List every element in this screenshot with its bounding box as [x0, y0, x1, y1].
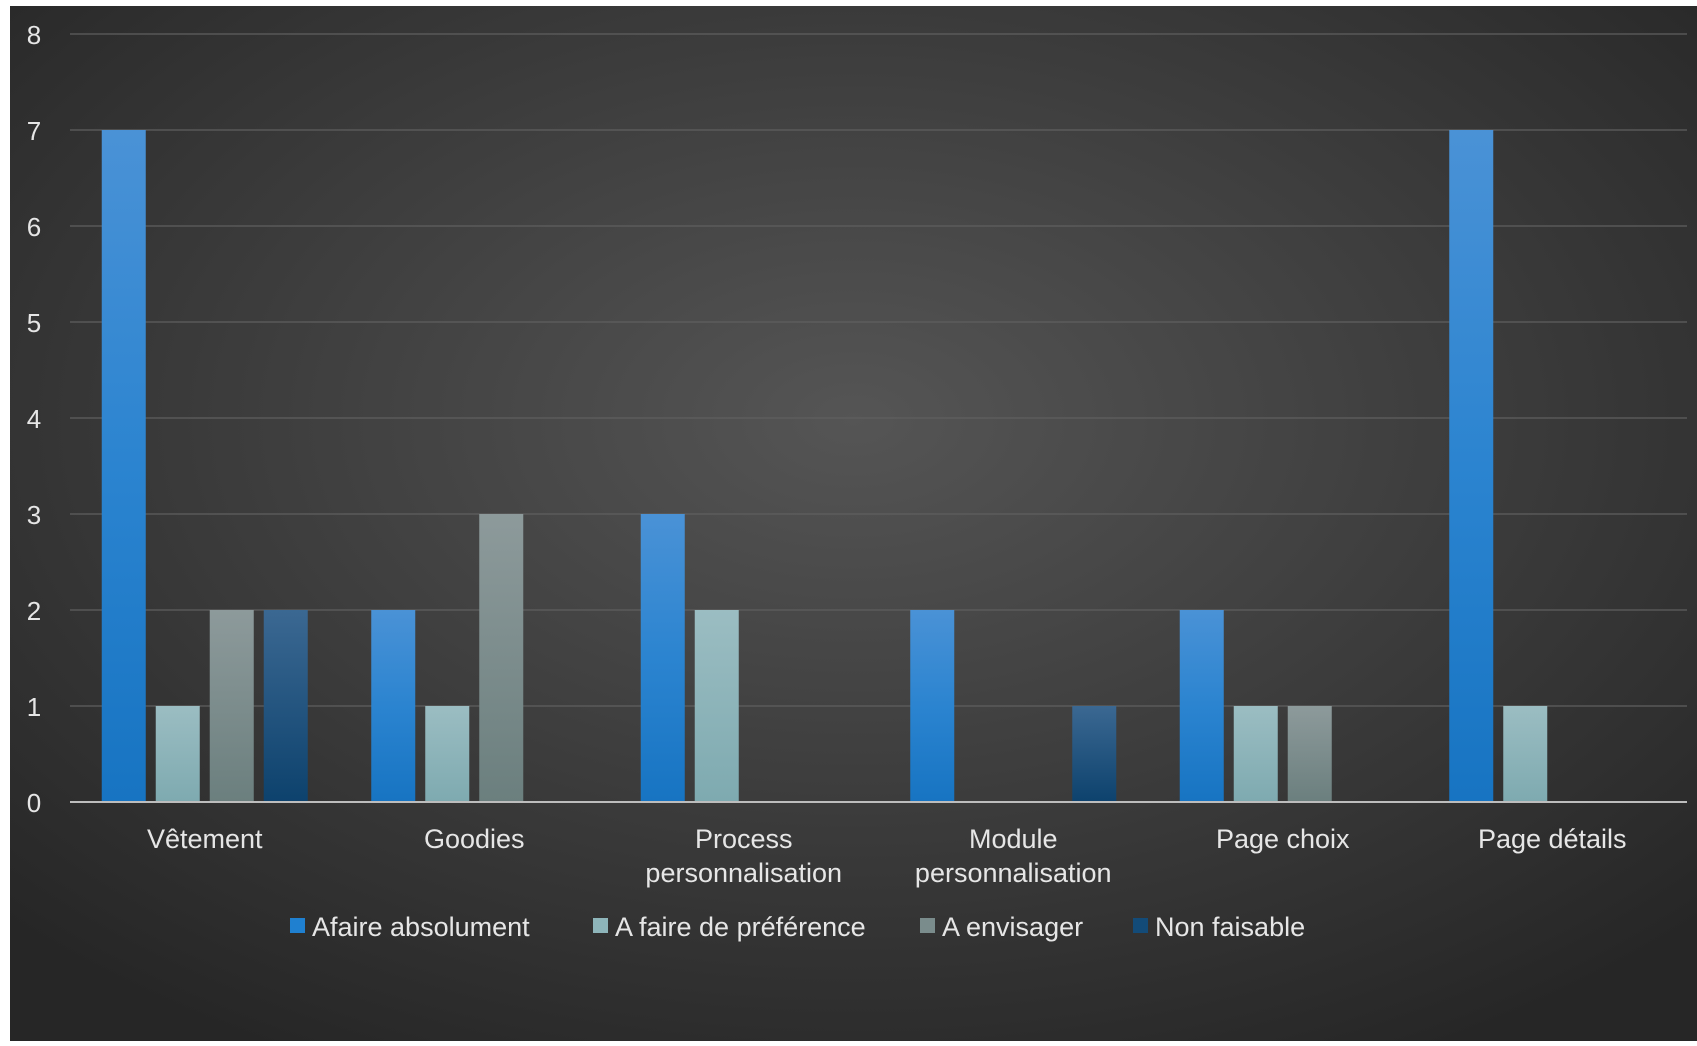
bar-2-4 [1288, 706, 1332, 802]
bar-1-2 [695, 610, 739, 802]
legend-label: A faire de préférence [615, 912, 866, 942]
legend-label: Non faisable [1155, 912, 1305, 942]
chart-background [10, 6, 1697, 1041]
y-tick-label: 0 [27, 788, 41, 818]
y-tick-label: 1 [27, 692, 41, 722]
bar-2-0 [210, 610, 254, 802]
x-tick-label: Goodies [424, 824, 525, 854]
y-tick-label: 3 [27, 500, 41, 530]
y-tick-label: 5 [27, 308, 41, 338]
legend-swatch [290, 918, 305, 933]
x-tick-label: Page choix [1216, 824, 1350, 854]
bar-1-5 [1503, 706, 1547, 802]
bar-1-1 [425, 706, 469, 802]
bar-0-4 [1180, 610, 1224, 802]
bar-3-3 [1072, 706, 1116, 802]
bar-0-0 [102, 130, 146, 802]
legend-label: A envisager [942, 912, 1083, 942]
bar-1-4 [1234, 706, 1278, 802]
x-tick-label: Page détails [1478, 824, 1627, 854]
y-tick-label: 6 [27, 212, 41, 242]
y-tick-label: 4 [27, 404, 41, 434]
bar-2-1 [479, 514, 523, 802]
legend-swatch [920, 918, 935, 933]
bar-1-0 [156, 706, 200, 802]
bar-0-3 [910, 610, 954, 802]
y-tick-label: 2 [27, 596, 41, 626]
legend-swatch [1133, 918, 1148, 933]
bar-0-5 [1449, 130, 1493, 802]
y-axis-tick-labels: 0 1 2 3 4 5 6 7 8 [27, 20, 41, 818]
bar-3-0 [264, 610, 308, 802]
y-tick-label: 7 [27, 116, 41, 146]
bar-0-2 [641, 514, 685, 802]
legend-label: Afaire absolument [312, 912, 530, 942]
x-tick-label: Vêtement [147, 824, 263, 854]
bar-0-1 [371, 610, 415, 802]
legend-swatch [593, 918, 608, 933]
y-tick-label: 8 [27, 20, 41, 50]
